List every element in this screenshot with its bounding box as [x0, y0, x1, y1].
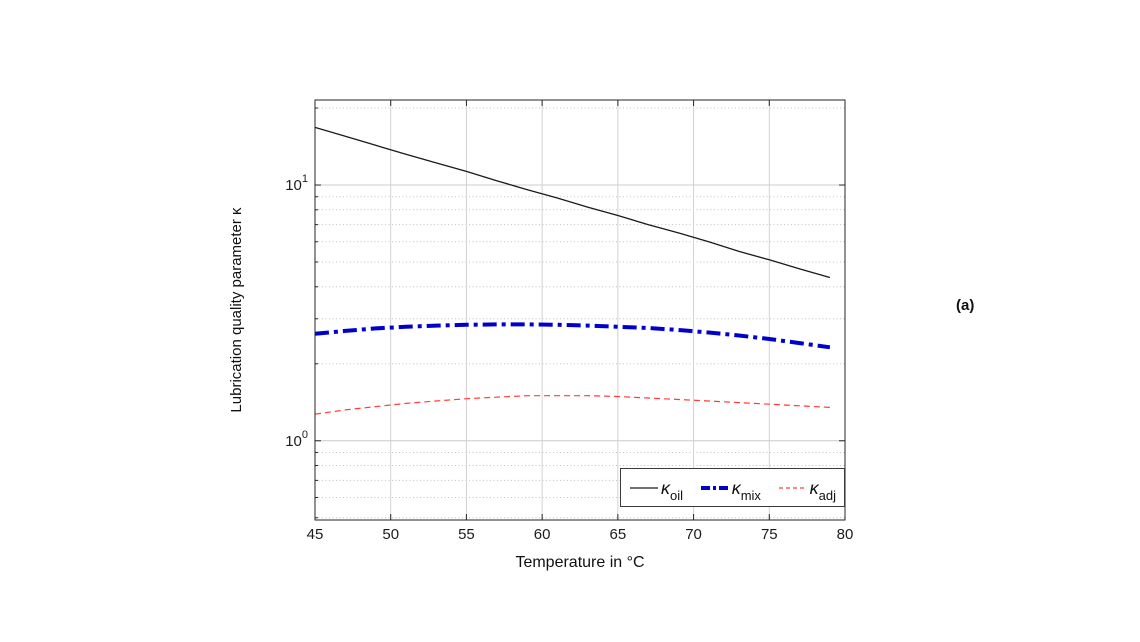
kappa-symbol: κ: [731, 477, 741, 498]
legend-subscript-adj: adj: [818, 487, 836, 503]
svg-text:75: 75: [761, 526, 778, 543]
legend-entry-mix: κmix: [700, 477, 761, 502]
legend-label-oil: κoil: [661, 477, 683, 502]
panel-label: (a): [956, 297, 975, 314]
legend-entry-oil: κoil: [629, 477, 683, 502]
svg-text:60: 60: [534, 526, 551, 543]
legend-subscript-mix: mix: [740, 487, 761, 503]
y-axis-label: Lubrication quality parameter κ: [228, 207, 245, 413]
kappa-symbol: κ: [661, 477, 670, 498]
legend: κoil κmix κadj: [620, 468, 845, 507]
kappa-symbol: κ: [809, 477, 819, 498]
legend-line-sample-oil: [630, 486, 658, 489]
x-axis-label: Temperature in °C: [515, 554, 645, 571]
svg-text:80: 80: [837, 526, 854, 543]
svg-text:65: 65: [610, 526, 627, 543]
legend-line-sample-mix: [700, 485, 729, 490]
legend-line-sample-adj: [778, 486, 807, 489]
svg-text:45: 45: [307, 526, 324, 543]
legend-label-mix: κmix: [731, 477, 761, 502]
legend-label-adj: κadj: [809, 477, 836, 502]
svg-text:55: 55: [458, 526, 475, 543]
svg-text:100: 100: [285, 429, 308, 450]
svg-text:101: 101: [285, 173, 308, 194]
legend-entry-adj: κadj: [778, 477, 836, 502]
legend-subscript-oil: oil: [670, 487, 684, 503]
svg-text:50: 50: [382, 526, 399, 543]
svg-text:70: 70: [685, 526, 702, 543]
